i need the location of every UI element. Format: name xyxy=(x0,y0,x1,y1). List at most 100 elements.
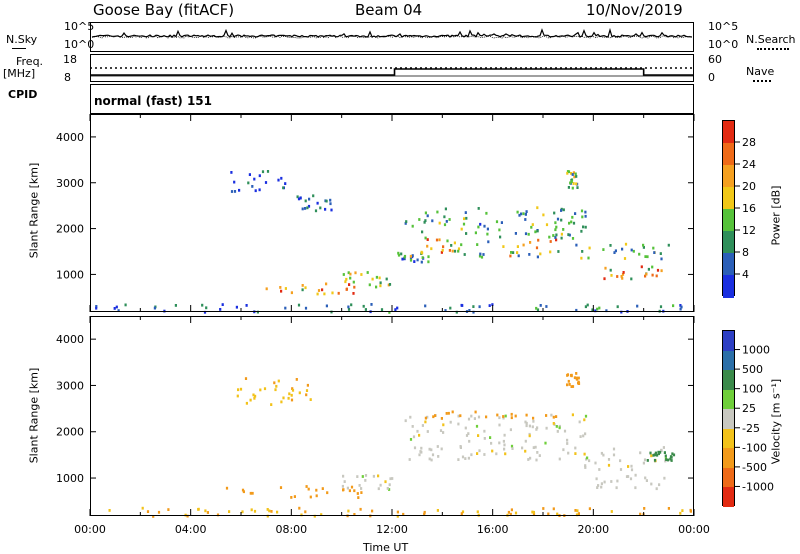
heatmap-0-cell xyxy=(480,255,484,259)
heatmap-1-cell xyxy=(571,413,574,417)
heatmap-0-cell xyxy=(115,305,118,309)
heatmap-1-cell xyxy=(152,515,155,518)
heatmap-1-cell xyxy=(420,450,423,454)
heatmap-0-cell xyxy=(567,170,571,174)
nsearch-label: N.Search xyxy=(746,33,796,46)
heatmap-1-cell xyxy=(630,468,634,472)
heatmap-1-cell xyxy=(502,416,505,420)
heatmap-0-cell xyxy=(411,224,414,228)
time-tick-label: 00:00 xyxy=(74,523,106,536)
heatmap-1-cell xyxy=(279,486,283,489)
heatmap-0-cell xyxy=(424,304,427,308)
heatmap-1-cell xyxy=(644,476,647,480)
heatmap-0-cell xyxy=(516,210,519,214)
heatmap-1-cell xyxy=(291,388,295,392)
heatmap-1-cell xyxy=(639,512,642,516)
heatmap-1-cell xyxy=(432,415,435,419)
heatmap-0-cell xyxy=(570,220,573,224)
date-title: 10/Nov/2019 xyxy=(586,1,683,19)
heatmap-0-cell xyxy=(542,213,545,217)
heatmap-1-cell xyxy=(558,424,561,428)
heatmap-0-cell xyxy=(124,303,127,307)
heatmap-0-cell xyxy=(536,255,539,259)
heatmap-0-cell xyxy=(345,287,348,291)
heatmap-1-cell xyxy=(531,510,534,514)
heatmap-0-cell xyxy=(536,229,539,233)
heatmap-0-cell xyxy=(423,220,426,224)
heatmap-0-cell xyxy=(644,255,647,258)
colorbar-segment xyxy=(723,370,734,391)
heatmap-1-cell xyxy=(346,486,349,490)
heatmap-1-cell xyxy=(293,495,296,498)
heatmap-0-cell xyxy=(329,198,332,202)
heatmap-1-cell xyxy=(457,422,460,426)
heatmap-0-cell xyxy=(575,175,578,178)
heatmap-1-cell xyxy=(442,431,445,434)
heatmap-0-cell xyxy=(576,186,579,189)
heatmap-1-cell xyxy=(629,477,633,481)
heatmap-1-cell xyxy=(457,458,460,461)
heatmap-1-cell xyxy=(507,510,510,514)
heatmap-1-cell xyxy=(556,512,559,516)
heatmap-0-cell xyxy=(331,291,334,295)
heatmap-1-cell xyxy=(498,416,501,420)
colorbar-segment xyxy=(723,448,734,469)
heatmap-1-cell xyxy=(566,438,569,442)
heatmap-1-cell xyxy=(663,451,666,454)
heatmap-0-cell xyxy=(679,304,682,307)
heatmap-0-cell xyxy=(574,172,577,176)
heatmap-0-cell xyxy=(545,223,549,227)
heatmap-0-cell xyxy=(580,209,584,213)
heatmap-1-cell xyxy=(360,487,363,490)
heatmap-0-cell xyxy=(362,304,365,308)
heatmap-0-cell xyxy=(584,225,587,229)
heatmap-0-cell xyxy=(264,181,268,184)
heatmap-1-cell xyxy=(607,463,611,467)
heatmap-1-cell xyxy=(594,461,597,465)
colorbar-segment xyxy=(723,121,734,144)
heatmap-0-cell xyxy=(642,246,645,249)
heatmap-0-cell xyxy=(284,182,287,185)
heatmap-1-cell xyxy=(465,434,469,437)
heatmap-1-cell xyxy=(461,455,465,459)
panel0-ytick-label: 4000 xyxy=(56,131,84,144)
heatmap-1-cell xyxy=(600,451,603,455)
heatmap-1-cell xyxy=(567,379,570,383)
heatmap-1-cell xyxy=(275,384,278,388)
heatmap-0-cell xyxy=(460,243,463,247)
heatmap-0-cell xyxy=(581,250,584,253)
heatmap-1-cell xyxy=(305,389,309,392)
heatmap-1-cell xyxy=(288,392,291,396)
heatmap-0-cell xyxy=(354,271,357,275)
heatmap-0-cell xyxy=(366,271,369,274)
time-tick-label: 00:00 xyxy=(678,523,710,536)
heatmap-1-cell xyxy=(579,435,582,438)
heatmap-1-cell xyxy=(583,418,586,422)
heatmap-1-cell xyxy=(555,425,558,428)
heatmap-1-cell xyxy=(510,508,513,512)
heatmap-0-cell xyxy=(530,225,533,229)
heatmap-1-cell xyxy=(681,509,684,512)
freq-line xyxy=(90,68,694,76)
heatmap-1-cell xyxy=(619,459,622,463)
heatmap-0-cell xyxy=(174,304,177,307)
heatmap-1-cell xyxy=(495,452,498,456)
heatmap-0-cell xyxy=(261,170,265,174)
heatmap-1-cell xyxy=(467,456,470,460)
power-panel xyxy=(90,114,694,312)
heatmap-1-cell xyxy=(276,510,279,514)
heatmap-0-cell xyxy=(453,249,457,253)
heatmap-0-cell xyxy=(572,182,575,185)
heatmap-0-cell xyxy=(379,281,382,285)
colorbar-tick-label: -500 xyxy=(742,461,767,474)
heatmap-1-cell xyxy=(483,429,486,433)
heatmap-0-cell xyxy=(440,251,443,254)
heatmap-0-cell xyxy=(660,257,663,261)
heatmap-0-cell xyxy=(304,306,308,310)
heatmap-0-cell xyxy=(403,256,406,260)
heatmap-1-cell xyxy=(253,396,256,400)
heatmap-0-cell xyxy=(424,219,427,222)
heatmap-0-cell xyxy=(512,251,515,254)
nave-legend-line xyxy=(753,80,771,82)
